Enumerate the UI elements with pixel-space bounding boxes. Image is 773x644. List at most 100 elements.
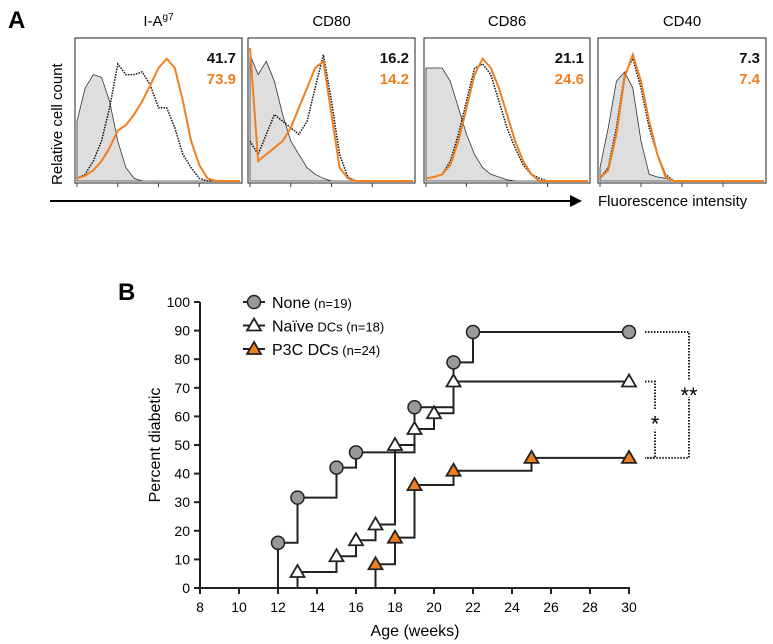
p3c-dc-histogram (599, 51, 764, 182)
data-point (386, 436, 404, 451)
panel-title: CD80 (312, 13, 350, 30)
arrow-head-icon (570, 195, 582, 207)
legend-marker (245, 316, 263, 332)
histogram-panel-ia: I-Ag7 41.7 73.9 (74, 12, 243, 187)
histogram-panel-cd40: CD40 7.3 7.4 (597, 13, 767, 187)
isotype-histogram (76, 74, 240, 182)
p3c-mfi-value: 73.9 (207, 71, 236, 88)
data-point (270, 535, 286, 551)
data-point (444, 372, 463, 388)
data-point (329, 460, 344, 475)
x-tick-label: 8 (196, 599, 204, 615)
panel-title-superscript: g7 (163, 12, 175, 23)
y-tick-label: 10 (174, 551, 190, 567)
data-point (348, 445, 364, 460)
data-point (621, 324, 637, 340)
series-none (270, 324, 637, 588)
legend-entry: P3C DCs (n=24) (243, 340, 380, 359)
p3c-mfi-value: 7.4 (739, 71, 761, 88)
legend-entry: None (n=19) (243, 294, 352, 312)
panel-title: CD40 (663, 13, 701, 30)
data-point (288, 563, 307, 578)
legend-name: None (272, 295, 310, 312)
x-axis-label: Fluorescence intensity (598, 193, 748, 210)
p3c-mfi-value: 24.6 (555, 71, 584, 88)
data-point (620, 449, 638, 464)
data-point (327, 547, 346, 563)
x-tick-label: 28 (582, 599, 598, 615)
y-tick-label: 40 (174, 466, 190, 482)
x-tick-label: 26 (543, 599, 559, 615)
legend-name: Naïve (272, 319, 314, 336)
significance-double-star: ** (680, 383, 698, 408)
y-tick-label: 80 (174, 351, 190, 367)
x-tick-label: 18 (387, 599, 403, 615)
significance-bracket-double (645, 331, 690, 459)
y-tick-label: 70 (174, 380, 190, 396)
series-p3c-dcs (366, 449, 638, 588)
panel-label-a: A (8, 7, 25, 34)
x-tick-label: 24 (504, 599, 520, 615)
x-tick-label: 22 (465, 599, 481, 615)
legend-marker (246, 294, 262, 310)
x-axis-label: Age (weeks) (371, 623, 460, 640)
y-tick-label: 100 (167, 294, 191, 310)
naive-mfi-value: 16.2 (380, 50, 409, 67)
p3c-dc-histogram (76, 57, 240, 182)
data-point (347, 531, 365, 547)
x-tick-label: 30 (621, 599, 637, 615)
significance-star: * (651, 412, 660, 437)
data-point (407, 399, 422, 415)
panel-title: CD86 (488, 13, 526, 30)
x-tick-label: 10 (231, 599, 247, 615)
data-point (366, 555, 385, 571)
p3c-mfi-value: 14.2 (380, 71, 409, 88)
y-tick-label: 0 (182, 580, 190, 596)
step-line (296, 380, 629, 588)
p3c-dc-histogram (425, 56, 588, 182)
legend-label: None (n=19) (272, 295, 352, 312)
legend-name-suffix: DCs (314, 320, 343, 335)
legend-n: (n=18) (343, 320, 385, 335)
naive-mfi-value: 41.7 (207, 50, 236, 67)
panel-title: I-Ag7 (143, 12, 174, 30)
x-tick-label: 12 (270, 599, 286, 615)
y-tick-label: 50 (174, 437, 190, 453)
legend-label: P3C DCs (n=24) (272, 342, 380, 359)
data-point (290, 490, 305, 505)
histogram-panel-cd86: CD86 21.1 24.6 (423, 13, 591, 187)
step-line (374, 456, 629, 588)
data-point (425, 404, 443, 420)
x-tick-label: 20 (426, 599, 442, 615)
legend-marker (245, 340, 263, 355)
data-point (366, 515, 385, 531)
annotation-bg (677, 380, 703, 397)
y-tick-label: 60 (174, 408, 190, 424)
data-point (522, 449, 541, 464)
step-line (277, 331, 629, 588)
legend-label: Naïve DCs (n=18) (272, 319, 384, 336)
data-point (620, 372, 638, 388)
panel-title-text: CD86 (488, 13, 526, 30)
data-point (465, 324, 481, 340)
y-axis-label: Relative cell count (49, 62, 66, 185)
y-tick-label: 90 (174, 323, 190, 339)
legend-n: (n=19) (310, 296, 352, 311)
panel-title-text: CD80 (312, 13, 350, 30)
data-point (444, 461, 463, 477)
series-na-ve (288, 372, 638, 588)
legend-n: (n=24) (339, 343, 381, 358)
legend-entry: Naïve DCs (n=18) (243, 316, 384, 336)
y-axis-label: Percent diabetic (147, 388, 164, 503)
data-point (405, 420, 424, 435)
data-point (405, 476, 424, 491)
y-tick-label: 30 (174, 494, 190, 510)
y-tick-label: 20 (174, 523, 190, 539)
naive-mfi-value: 21.1 (555, 50, 584, 67)
naive-dc-histogram (425, 63, 588, 182)
x-tick-label: 16 (348, 599, 364, 615)
panel-label-b: B (118, 279, 135, 306)
naive-mfi-value: 7.3 (739, 50, 760, 67)
